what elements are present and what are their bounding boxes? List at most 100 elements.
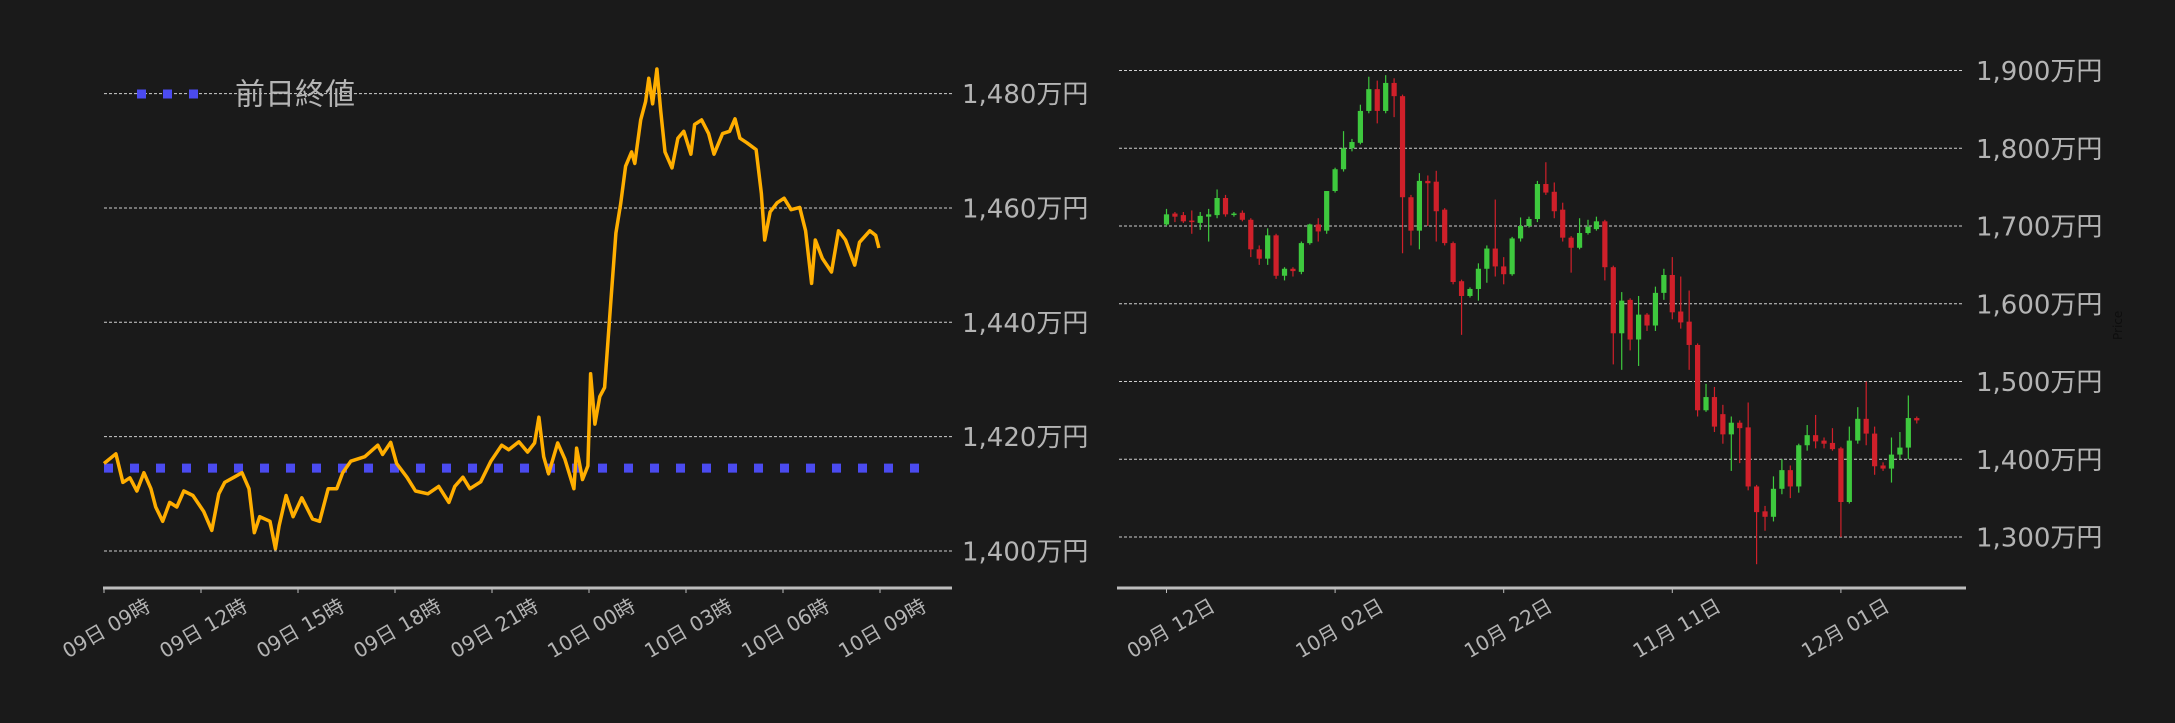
right-x-axis: 09月 12日 10月 02日 10月 22日 11月 11日 12月 01日 [1117, 586, 1966, 663]
candle [1324, 191, 1330, 234]
candle-body [1821, 440, 1827, 444]
candle [1340, 131, 1347, 172]
candle [1644, 313, 1650, 331]
legend-label: 前日終値 [235, 78, 355, 113]
candle [1838, 446, 1844, 537]
candle [1661, 268, 1667, 300]
x-tick-label: 10月 22日 [1460, 594, 1556, 663]
candle [1189, 210, 1195, 234]
x-tick-label: 12月 01日 [1797, 594, 1893, 663]
candle [1619, 292, 1625, 370]
daily-candlestick-chart: 1,300万円 1,400万円 1,500万円 1,600万円 1,700万円 1,800… [1117, 57, 2125, 663]
candle [1610, 265, 1616, 365]
candle [1543, 162, 1549, 195]
x-tick-label: 09日 18時 [349, 594, 445, 663]
candle-body [1728, 422, 1734, 435]
candle [1593, 216, 1600, 231]
candle [1711, 386, 1718, 433]
candle-body [1357, 110, 1363, 143]
candle [1307, 223, 1313, 245]
candle-body [1172, 213, 1178, 217]
candle-body [1492, 248, 1498, 267]
candle-body [1914, 418, 1920, 421]
candle [1829, 428, 1836, 451]
candle [1686, 290, 1692, 370]
candle [1315, 218, 1321, 242]
candle-body [1804, 435, 1810, 446]
candle-body [1248, 219, 1254, 250]
candle-body [1509, 238, 1515, 275]
candle [1526, 216, 1532, 228]
candle-body [1307, 224, 1313, 244]
candle [1905, 395, 1911, 460]
candle-body [1863, 418, 1869, 434]
candle-body [1340, 148, 1347, 170]
candle [1332, 167, 1338, 193]
candle [1391, 78, 1397, 118]
candle-body [1652, 292, 1659, 326]
candle [1349, 138, 1355, 152]
candle-body [1593, 221, 1600, 230]
candle-body [1745, 427, 1751, 487]
candle-body [1425, 180, 1431, 184]
x-tick-label: 10月 02日 [1291, 594, 1387, 663]
candle [1585, 219, 1591, 235]
candle [1652, 286, 1659, 331]
candle-body [1779, 470, 1785, 489]
candle [1888, 437, 1895, 483]
candle [1635, 295, 1642, 366]
candle [1425, 175, 1431, 226]
y-axis-title: Price [2111, 311, 2125, 340]
candle-body [1711, 397, 1718, 427]
candle [1197, 212, 1203, 230]
candle [1442, 208, 1448, 246]
candle [1728, 416, 1734, 471]
candle [1366, 76, 1372, 114]
candle-body [1214, 198, 1220, 216]
candle [1880, 462, 1886, 471]
y-tick-label: 1,600万円 [1976, 290, 2102, 320]
candle [1560, 202, 1566, 242]
candle [1737, 420, 1743, 464]
candle-body [1787, 470, 1793, 487]
x-tick-label: 10日 06時 [737, 594, 833, 663]
candle [1762, 505, 1768, 531]
candle-body [1349, 142, 1355, 149]
x-tick-label: 11月 11日 [1629, 594, 1725, 663]
candle [1180, 212, 1186, 223]
candle [1720, 404, 1726, 444]
candle-body [1568, 237, 1574, 248]
candle-body [1627, 299, 1633, 340]
candle [1576, 218, 1583, 250]
candle [1256, 245, 1262, 265]
y-tick-label: 1,500万円 [1976, 368, 2102, 398]
candle-body [1669, 274, 1675, 313]
legend: 前日終値 [137, 78, 355, 113]
candle-body [1737, 422, 1743, 429]
candle [1863, 381, 1869, 446]
candle [1231, 212, 1237, 217]
y-tick-label: 1,300万円 [1976, 524, 2102, 554]
candle-body [1383, 82, 1389, 111]
candle [1787, 465, 1793, 499]
y-tick-label: 1,700万円 [1976, 213, 2102, 243]
right-gridlines [1119, 70, 1964, 538]
candle-body [1467, 288, 1473, 296]
candle-body [1180, 215, 1186, 222]
candle-body [1846, 440, 1852, 503]
candle-body [1880, 465, 1886, 469]
candle-body [1897, 447, 1903, 455]
candle [1568, 236, 1574, 273]
price-line-series [102, 67, 881, 551]
y-tick-label: 1,440万円 [962, 309, 1088, 339]
candle [1770, 476, 1777, 522]
candle [1627, 298, 1633, 351]
candle-body [1661, 274, 1667, 293]
candle [1239, 210, 1245, 222]
candle-body [1391, 82, 1397, 97]
y-tick-label: 1,400万円 [1976, 446, 2102, 476]
x-tick-label: 09日 15時 [252, 594, 348, 663]
candle [1669, 257, 1675, 320]
candle-body [1838, 448, 1844, 503]
x-tick-label: 10日 03時 [640, 594, 736, 663]
